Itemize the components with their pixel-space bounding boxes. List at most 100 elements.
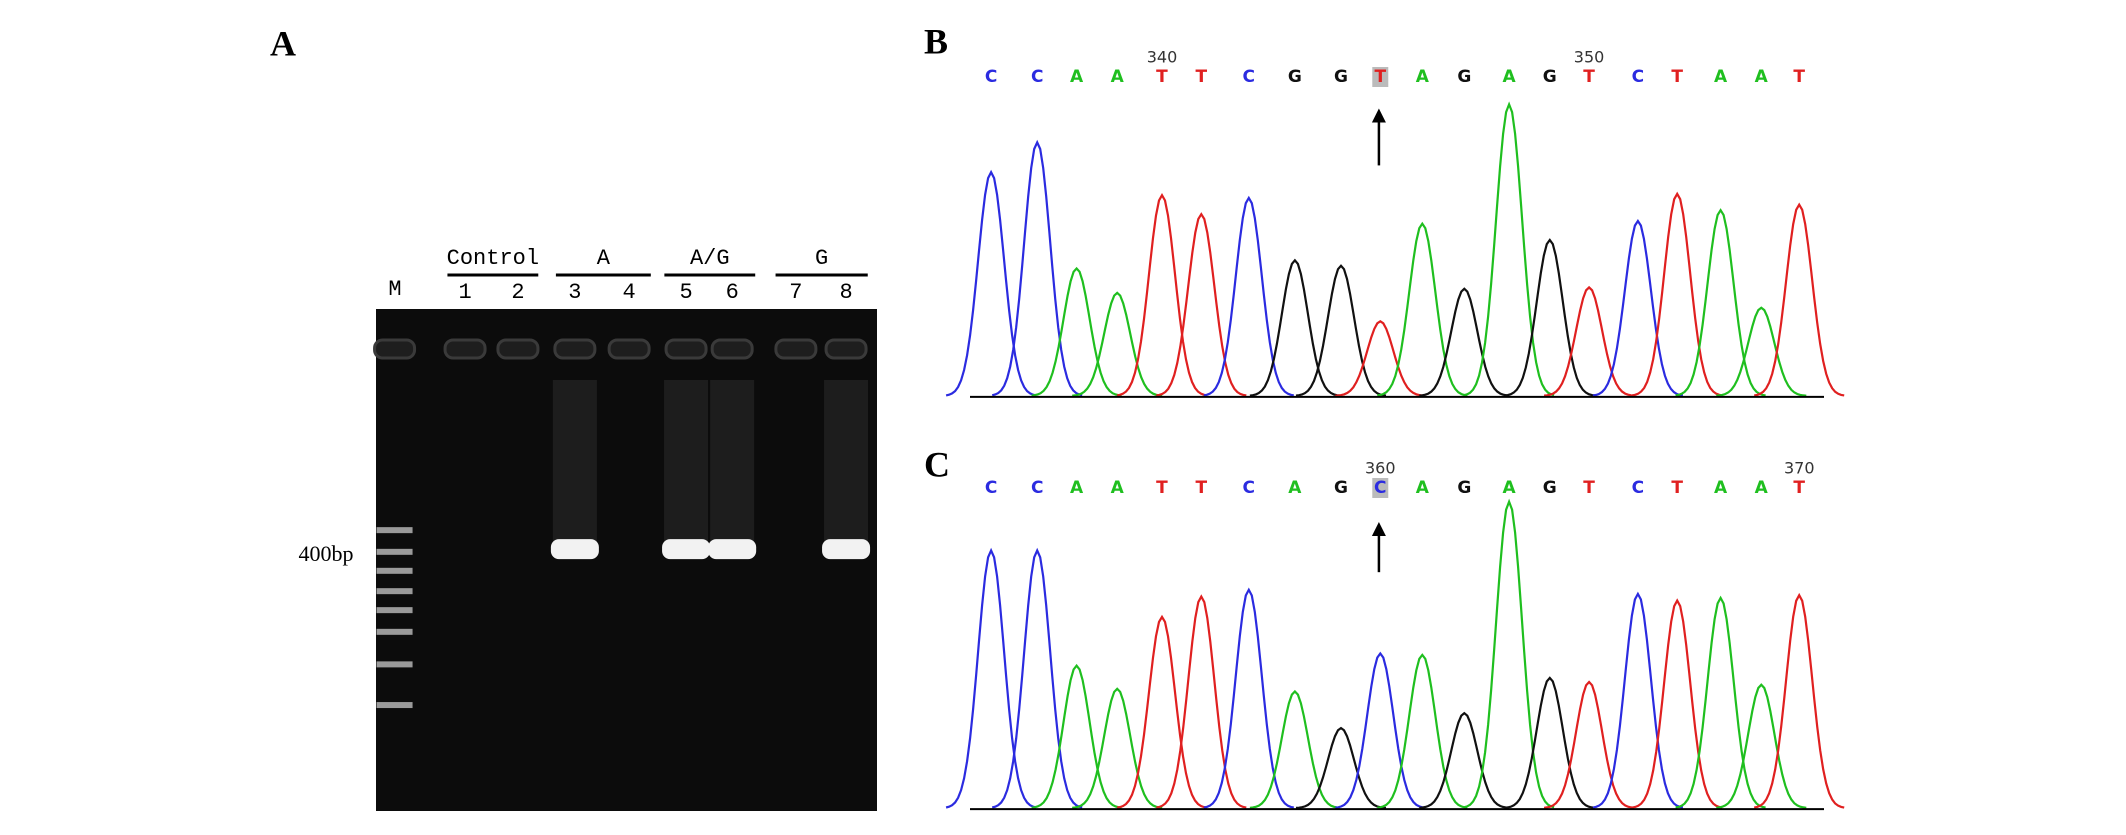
- well: [607, 338, 651, 360]
- base-call: C: [1374, 478, 1386, 498]
- trace-peak: [1031, 663, 1122, 809]
- base-call: T: [1793, 67, 1805, 87]
- band: [822, 539, 871, 560]
- base-call: G: [1543, 67, 1557, 87]
- ladder-band: [376, 527, 413, 534]
- trace-peak: [1072, 291, 1163, 397]
- arrow-head: [1371, 108, 1386, 123]
- lane-label: 7: [789, 280, 802, 305]
- base-call: A: [1288, 478, 1302, 498]
- trace-peak: [1716, 683, 1807, 809]
- trace-peak: [1543, 285, 1635, 397]
- base-call: T: [1583, 478, 1595, 498]
- group-label: Control: [447, 246, 539, 271]
- base-call: A: [1416, 478, 1430, 498]
- well: [774, 338, 818, 360]
- ladder-band: [376, 702, 413, 709]
- ladder-band: [376, 548, 413, 555]
- base-call: C: [1632, 67, 1644, 87]
- trace-peak: [1203, 587, 1295, 809]
- well: [710, 338, 754, 360]
- base-call: A: [1070, 67, 1084, 87]
- base-call: A: [1714, 67, 1728, 87]
- base-call: G: [1288, 67, 1302, 87]
- group-label: G: [815, 246, 828, 271]
- base-call: T: [1156, 67, 1168, 87]
- ladder-band: [376, 661, 413, 668]
- size-label: 400bp: [299, 541, 354, 566]
- trace-peak: [1753, 592, 1845, 809]
- ladder-band: [376, 607, 413, 614]
- trace-peak: [1754, 202, 1845, 397]
- band: [708, 539, 757, 560]
- position-label: 370: [1784, 459, 1815, 478]
- trace-peak: [1156, 594, 1247, 809]
- base-call: T: [1793, 478, 1805, 498]
- base-call: T: [1156, 478, 1168, 498]
- ladder-band: [376, 628, 413, 635]
- band: [662, 539, 711, 560]
- trace-peak: [1463, 101, 1555, 397]
- base-call: G: [1334, 67, 1348, 87]
- trace-peak: [1116, 614, 1208, 809]
- lane-label: 6: [726, 280, 739, 305]
- base-call: A: [1502, 478, 1516, 498]
- lane-label: 5: [679, 280, 692, 305]
- trace-peak: [991, 139, 1083, 397]
- trace-peak: [1249, 689, 1341, 809]
- panel-label: B: [924, 21, 948, 61]
- well: [664, 338, 708, 360]
- well: [824, 338, 868, 360]
- trace-peak: [1504, 676, 1595, 809]
- trace-peak: [1592, 591, 1684, 809]
- trace-peak: [1463, 498, 1555, 809]
- trace-peak: [945, 547, 1037, 809]
- trace-peak: [1504, 238, 1595, 397]
- base-call: G: [1543, 478, 1557, 498]
- base-call: T: [1195, 478, 1207, 498]
- lane-label: 2: [511, 280, 524, 305]
- trace-peak: [1716, 306, 1807, 397]
- base-call: A: [1714, 478, 1728, 498]
- position-label: 350: [1574, 48, 1605, 67]
- trace-peak: [1543, 680, 1635, 809]
- trace-peak: [1249, 258, 1341, 397]
- group-label: A: [597, 246, 611, 271]
- trace-peak: [1377, 653, 1468, 809]
- trace-peak: [1419, 287, 1510, 397]
- band-smear: [552, 380, 597, 550]
- ladder-band: [376, 567, 413, 574]
- trace-peak: [1592, 218, 1684, 397]
- trace-peak: [1631, 191, 1723, 397]
- base-call: T: [1374, 67, 1386, 87]
- base-call: A: [1111, 67, 1125, 87]
- well: [553, 338, 597, 360]
- lane-label: 8: [839, 280, 852, 305]
- arrow-head: [1371, 522, 1386, 537]
- highlight: [1372, 67, 1389, 87]
- base-call: C: [1031, 67, 1043, 87]
- gel: [376, 309, 877, 811]
- base-call: C: [1031, 478, 1043, 498]
- band-smear: [710, 380, 755, 550]
- lane-label: 4: [623, 280, 636, 305]
- base-call: A: [1111, 478, 1125, 498]
- base-call: A: [1070, 478, 1084, 498]
- lane-label: 3: [568, 280, 581, 305]
- trace-peak: [1031, 266, 1122, 397]
- panel-label: C: [924, 444, 950, 484]
- trace-peak: [1295, 264, 1387, 397]
- group-label: A/G: [690, 246, 730, 271]
- well: [443, 338, 487, 360]
- base-call: T: [1583, 67, 1595, 87]
- trace-peak: [1072, 687, 1163, 809]
- trace-peak: [1631, 598, 1723, 809]
- base-call: A: [1755, 478, 1769, 498]
- base-call: C: [1243, 478, 1255, 498]
- ladder-band: [376, 588, 413, 595]
- trace-peak: [1675, 595, 1766, 809]
- trace-peak: [1419, 711, 1510, 809]
- base-call: G: [1334, 478, 1348, 498]
- highlight: [1372, 478, 1389, 498]
